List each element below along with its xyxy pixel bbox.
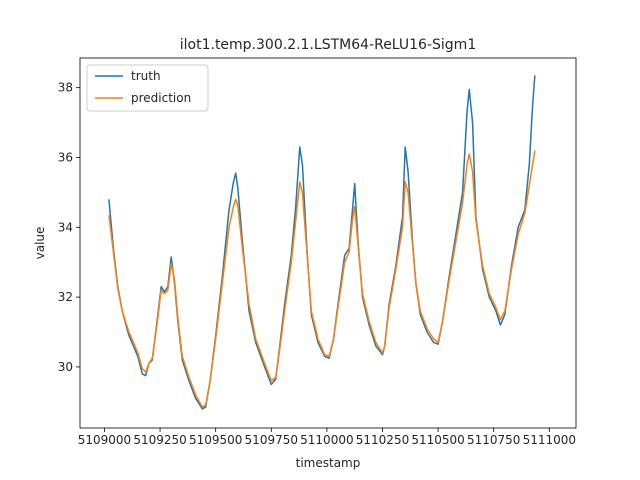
x-tick-label: 5110500 [411, 433, 464, 447]
y-axis-label: value [33, 227, 47, 260]
y-axis-ticks: 30 32 34 36 38 [58, 81, 80, 374]
x-tick-label: 5109500 [189, 433, 242, 447]
x-axis-label: timestamp [296, 456, 361, 470]
y-tick-label: 38 [58, 81, 73, 95]
y-tick-label: 34 [58, 220, 73, 234]
y-tick-label: 36 [58, 150, 73, 164]
plot-frame [79, 57, 577, 429]
x-tick-label: 5109750 [245, 433, 298, 447]
legend-label-truth: truth [131, 69, 161, 83]
x-tick-label: 5111000 [523, 433, 576, 447]
chart-title: ilot1.temp.300.2.1.LSTM64-ReLU16-Sigm1 [180, 37, 476, 53]
y-tick-label: 32 [58, 290, 73, 304]
x-tick-label: 5109000 [78, 433, 131, 447]
series-layer [108, 75, 536, 410]
x-tick-label: 5110000 [300, 433, 353, 447]
legend-label-prediction: prediction [131, 91, 191, 105]
x-tick-label: 5109250 [133, 433, 186, 447]
x-tick-label: 5110750 [467, 433, 520, 447]
y-tick-label: 30 [58, 360, 73, 374]
x-tick-label: 5110250 [356, 433, 409, 447]
series-line-prediction [108, 150, 536, 408]
x-axis-ticks: 5109000 5109250 5109500 5109750 5110000 51102… [78, 428, 576, 447]
plot-area [80, 58, 576, 428]
legend: truth prediction [86, 64, 209, 112]
